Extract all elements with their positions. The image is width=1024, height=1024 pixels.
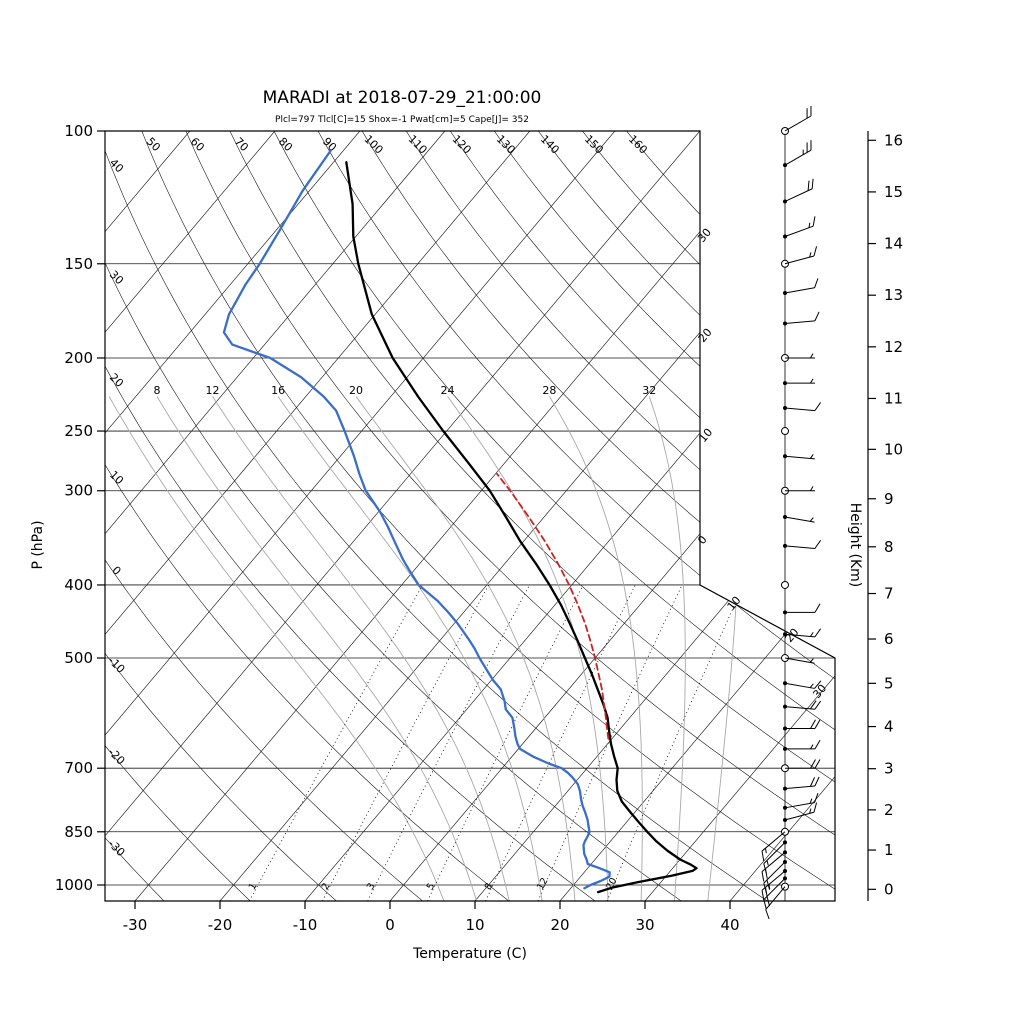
svg-text:8: 8 xyxy=(483,881,496,892)
svg-text:80: 80 xyxy=(276,135,295,154)
svg-text:3: 3 xyxy=(365,881,378,892)
svg-text:0: 0 xyxy=(385,916,395,934)
svg-text:3: 3 xyxy=(884,760,894,778)
chart-title: MARADI at 2018-07-29_21:00:00 xyxy=(263,88,542,108)
svg-text:160: 160 xyxy=(626,133,650,157)
svg-text:130: 130 xyxy=(494,133,518,157)
svg-text:6: 6 xyxy=(884,630,894,648)
svg-text:20: 20 xyxy=(107,371,126,390)
svg-text:-10: -10 xyxy=(293,916,318,934)
svg-text:8: 8 xyxy=(884,538,894,556)
svg-text:-10: -10 xyxy=(106,654,128,676)
svg-text:200: 200 xyxy=(64,349,93,367)
svg-text:14: 14 xyxy=(884,235,903,253)
svg-text:60: 60 xyxy=(188,135,207,154)
svg-text:9: 9 xyxy=(884,490,894,508)
svg-text:10: 10 xyxy=(465,916,484,934)
svg-text:20: 20 xyxy=(696,326,715,345)
svg-text:30: 30 xyxy=(635,916,654,934)
parcel-curve xyxy=(496,473,610,740)
svg-text:28: 28 xyxy=(542,384,556,397)
svg-text:1: 1 xyxy=(884,841,894,859)
svg-text:7: 7 xyxy=(884,585,894,603)
svg-text:70: 70 xyxy=(232,135,251,154)
svg-text:10: 10 xyxy=(107,468,126,487)
svg-text:500: 500 xyxy=(64,649,93,667)
plot-border xyxy=(104,130,836,902)
svg-text:2: 2 xyxy=(884,801,894,819)
svg-text:0: 0 xyxy=(109,564,123,578)
svg-text:30: 30 xyxy=(810,682,829,701)
svg-text:150: 150 xyxy=(64,255,93,273)
grid xyxy=(105,131,835,901)
svg-text:16: 16 xyxy=(271,384,285,397)
svg-text:2: 2 xyxy=(320,881,333,892)
svg-text:40: 40 xyxy=(720,916,739,934)
svg-text:150: 150 xyxy=(582,133,606,157)
svg-text:140: 140 xyxy=(538,133,562,157)
svg-text:0: 0 xyxy=(695,533,709,547)
svg-text:0: 0 xyxy=(884,880,894,898)
dewpoint-curve xyxy=(222,148,611,890)
svg-text:-30: -30 xyxy=(123,916,148,934)
svg-text:13: 13 xyxy=(884,286,903,304)
svg-text:-20: -20 xyxy=(208,916,233,934)
svg-text:-20: -20 xyxy=(106,746,128,768)
svg-text:300: 300 xyxy=(64,482,93,500)
wind-barbs xyxy=(761,106,822,920)
svg-text:10: 10 xyxy=(725,594,744,613)
svg-text:850: 850 xyxy=(64,823,93,841)
svg-text:12: 12 xyxy=(884,338,903,356)
svg-text:5: 5 xyxy=(884,674,894,692)
height-axis-title: Height (Km) xyxy=(847,503,863,587)
svg-text:30: 30 xyxy=(695,226,714,245)
svg-text:4: 4 xyxy=(884,718,894,736)
x-axis-title: Temperature (C) xyxy=(412,946,527,962)
svg-text:32: 32 xyxy=(642,384,656,397)
svg-text:40: 40 xyxy=(107,156,126,175)
svg-text:5: 5 xyxy=(425,881,438,892)
svg-text:20: 20 xyxy=(349,384,363,397)
svg-text:120: 120 xyxy=(450,133,474,157)
y-axis-title: P (hPa) xyxy=(30,520,46,569)
svg-text:15: 15 xyxy=(884,183,903,201)
svg-text:-30: -30 xyxy=(106,837,128,859)
svg-text:8: 8 xyxy=(153,384,160,397)
svg-text:700: 700 xyxy=(64,759,93,777)
svg-text:10: 10 xyxy=(884,440,903,458)
plot-area: 50 60 70 80 90 100 110 120 130 140 150 160403020100… xyxy=(55,106,903,934)
svg-text:250: 250 xyxy=(64,422,93,440)
sounding-curves xyxy=(222,148,698,894)
svg-text:10: 10 xyxy=(696,426,715,445)
svg-text:20: 20 xyxy=(550,916,569,934)
svg-text:100: 100 xyxy=(64,122,93,140)
svg-text:12: 12 xyxy=(535,876,551,892)
svg-text:12: 12 xyxy=(206,384,220,397)
svg-text:1000: 1000 xyxy=(55,876,93,894)
temperature-curve xyxy=(345,161,698,894)
svg-text:16: 16 xyxy=(884,131,903,149)
svg-text:11: 11 xyxy=(884,389,903,407)
svg-text:24: 24 xyxy=(441,384,455,397)
svg-text:50: 50 xyxy=(144,135,163,154)
chart-params-line: Plcl=797 Tlcl[C]=15 Shox=-1 Pwat[cm]=5 C… xyxy=(275,115,529,125)
svg-text:1: 1 xyxy=(247,881,260,892)
svg-text:400: 400 xyxy=(64,576,93,594)
svg-text:30: 30 xyxy=(107,268,126,287)
